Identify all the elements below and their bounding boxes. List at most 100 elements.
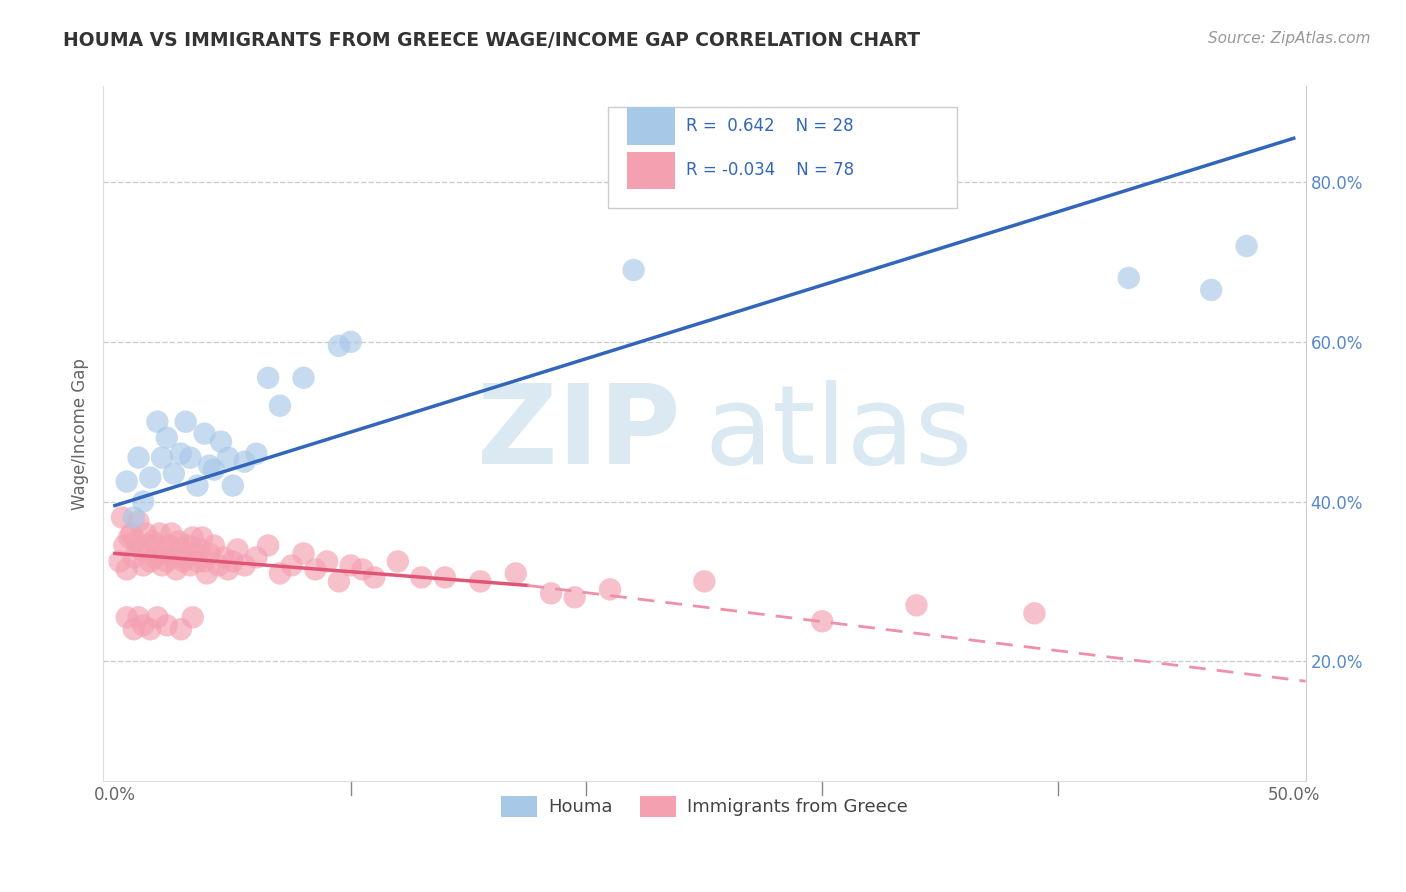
Point — [170, 447, 193, 461]
Point — [257, 538, 280, 552]
Text: R = -0.034    N = 78: R = -0.034 N = 78 — [686, 161, 855, 179]
Point — [128, 610, 150, 624]
Point — [222, 554, 245, 568]
Point — [339, 334, 361, 349]
Point — [411, 570, 433, 584]
Point — [181, 610, 204, 624]
Point — [186, 554, 208, 568]
Point — [179, 450, 201, 465]
Point — [156, 618, 179, 632]
Point — [202, 462, 225, 476]
FancyBboxPatch shape — [609, 107, 957, 208]
Point — [115, 475, 138, 489]
Point — [1236, 239, 1258, 253]
Point — [352, 562, 374, 576]
Point — [163, 550, 186, 565]
Point — [136, 538, 159, 552]
Point — [245, 550, 267, 565]
Point — [163, 467, 186, 481]
Point — [363, 570, 385, 584]
Point — [339, 558, 361, 573]
Point — [115, 562, 138, 576]
Point — [209, 434, 232, 449]
Point — [387, 554, 409, 568]
Point — [132, 494, 155, 508]
FancyBboxPatch shape — [627, 107, 675, 145]
Point — [153, 546, 176, 560]
Point — [179, 558, 201, 573]
Point — [135, 526, 157, 541]
Text: ZIP: ZIP — [477, 380, 681, 487]
Point — [208, 558, 231, 573]
Point — [157, 538, 180, 552]
Point — [505, 566, 527, 581]
Point — [111, 510, 134, 524]
Point — [811, 615, 834, 629]
FancyBboxPatch shape — [627, 152, 675, 189]
Point — [174, 415, 197, 429]
Point — [540, 586, 562, 600]
Point — [564, 591, 586, 605]
Point — [122, 550, 145, 565]
Point — [170, 622, 193, 636]
Point — [1024, 607, 1046, 621]
Point — [233, 558, 256, 573]
Point — [188, 542, 211, 557]
Point — [280, 558, 302, 573]
Point — [316, 554, 339, 568]
Y-axis label: Wage/Income Gap: Wage/Income Gap — [72, 358, 89, 509]
Point — [217, 562, 239, 576]
Point — [150, 450, 173, 465]
Point — [1118, 271, 1140, 285]
Point — [433, 570, 456, 584]
Point — [233, 455, 256, 469]
Text: atlas: atlas — [704, 380, 973, 487]
Point — [150, 558, 173, 573]
Point — [146, 415, 169, 429]
Point — [125, 534, 148, 549]
Point — [146, 610, 169, 624]
Point — [132, 558, 155, 573]
Point — [198, 546, 221, 560]
Point — [181, 531, 204, 545]
Text: Source: ZipAtlas.com: Source: ZipAtlas.com — [1208, 31, 1371, 46]
Point — [184, 546, 207, 560]
Point — [222, 478, 245, 492]
Point — [142, 534, 165, 549]
Point — [122, 510, 145, 524]
Point — [122, 622, 145, 636]
Point — [257, 371, 280, 385]
Point — [193, 554, 215, 568]
Point — [623, 263, 645, 277]
Point — [172, 554, 194, 568]
Point — [304, 562, 326, 576]
Legend: Houma, Immigrants from Greece: Houma, Immigrants from Greece — [494, 789, 915, 824]
Point — [905, 599, 928, 613]
Point — [156, 431, 179, 445]
Point — [328, 574, 350, 589]
Point — [177, 538, 200, 552]
Point — [202, 538, 225, 552]
Text: HOUMA VS IMMIGRANTS FROM GREECE WAGE/INCOME GAP CORRELATION CHART: HOUMA VS IMMIGRANTS FROM GREECE WAGE/INC… — [63, 31, 921, 50]
Point — [269, 399, 291, 413]
Point — [599, 582, 621, 597]
Point — [128, 515, 150, 529]
Point — [108, 554, 131, 568]
Point — [191, 531, 214, 545]
Point — [139, 470, 162, 484]
Point — [193, 426, 215, 441]
Point — [269, 566, 291, 581]
Point — [198, 458, 221, 473]
Point — [160, 526, 183, 541]
Point — [195, 566, 218, 581]
Point — [129, 542, 152, 557]
Point — [143, 550, 166, 565]
Point — [186, 478, 208, 492]
Point — [292, 546, 315, 560]
Point — [115, 610, 138, 624]
Point — [128, 450, 150, 465]
Point — [139, 554, 162, 568]
Text: R =  0.642    N = 28: R = 0.642 N = 28 — [686, 117, 853, 135]
Point — [167, 534, 190, 549]
Point — [139, 622, 162, 636]
